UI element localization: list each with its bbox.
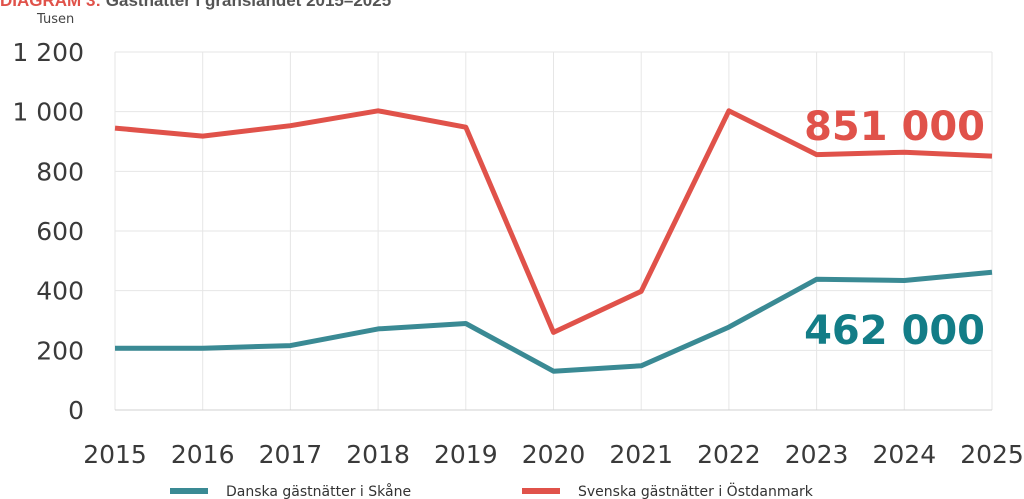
x-tick-label: 2022 xyxy=(697,440,761,469)
y-unit-label: Tusen xyxy=(36,12,74,27)
x-tick-label: 2015 xyxy=(83,440,147,469)
x-tick-label: 2025 xyxy=(960,440,1024,469)
legend-label: Danska gästnätter i Skåne xyxy=(226,483,411,499)
x-tick-label: 2024 xyxy=(872,440,936,469)
chart-title-prefix: DIAGRAM 3: xyxy=(0,0,102,10)
x-tick-label: 2016 xyxy=(171,440,235,469)
chart-title-text: Gästnätter i gränslandet 2015–2025 xyxy=(105,0,392,10)
x-tick-label: 2019 xyxy=(434,440,498,469)
y-tick-label: 0 xyxy=(68,396,84,425)
y-tick-label: 1 200 xyxy=(12,38,84,67)
series-line-1 xyxy=(114,108,993,335)
y-tick-label: 600 xyxy=(36,217,84,246)
x-tick-label: 2017 xyxy=(259,440,323,469)
legend-label: Svenska gästnätter i Östdanmark xyxy=(578,482,814,499)
x-tick-label: 2023 xyxy=(785,440,849,469)
y-tick-label: 1 000 xyxy=(12,98,84,127)
chart-title: DIAGRAM 3: Gästnätter i gränslandet 2015… xyxy=(0,0,391,11)
axes: 0 200 400 600 800 1 000 1 200 2015 2016 2017 2018 2… xyxy=(12,12,1023,469)
end-value-label: 851 000 xyxy=(804,104,985,150)
y-tick-label: 200 xyxy=(36,336,84,365)
series-lines xyxy=(114,108,993,374)
y-tick-label: 400 xyxy=(36,277,84,306)
x-tick-label: 2021 xyxy=(609,440,673,469)
x-tick-label: 2020 xyxy=(522,440,586,469)
series-line-0 xyxy=(115,269,993,374)
x-tick-label: 2018 xyxy=(346,440,410,469)
legend: Danska gästnätter i Skåne Svenska gästnät… xyxy=(170,482,814,499)
y-tick-label: 800 xyxy=(36,157,84,186)
end-labels: 462 000 851 000 xyxy=(804,104,985,354)
end-value-label: 462 000 xyxy=(804,308,985,354)
